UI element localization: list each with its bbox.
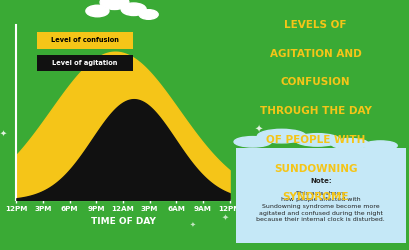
FancyBboxPatch shape — [36, 55, 132, 72]
Text: OF PEOPLE WITH: OF PEOPLE WITH — [265, 135, 364, 145]
Text: Note:: Note: — [309, 178, 331, 184]
X-axis label: TIME OF DAY: TIME OF DAY — [90, 217, 155, 226]
Ellipse shape — [257, 129, 305, 143]
Text: ✦: ✦ — [221, 213, 229, 222]
Ellipse shape — [121, 3, 146, 16]
FancyBboxPatch shape — [36, 32, 132, 49]
Ellipse shape — [234, 136, 271, 147]
Text: SYNDROME: SYNDROME — [282, 192, 348, 202]
Text: Level of confusion: Level of confusion — [51, 37, 118, 43]
Ellipse shape — [330, 138, 368, 149]
Text: ✦: ✦ — [189, 222, 195, 228]
Text: Level of agitation: Level of agitation — [52, 60, 117, 66]
Text: THROUGH THE DAY: THROUGH THE DAY — [259, 106, 371, 116]
Text: ✦: ✦ — [254, 125, 262, 135]
Text: ✦: ✦ — [0, 129, 7, 138]
Ellipse shape — [100, 0, 128, 10]
Text: LEVELS OF: LEVELS OF — [284, 20, 346, 30]
Ellipse shape — [294, 134, 339, 146]
Text: AGITATION AND: AGITATION AND — [269, 49, 361, 59]
Text: This axis shows
how people affected with
Sundowning syndrome become more
agitate: This axis shows how people affected with… — [256, 191, 384, 222]
Ellipse shape — [363, 141, 396, 150]
Text: SUNDOWNING: SUNDOWNING — [273, 164, 357, 174]
Text: CONFUSION: CONFUSION — [280, 78, 350, 88]
Ellipse shape — [86, 5, 109, 17]
Ellipse shape — [139, 10, 158, 19]
